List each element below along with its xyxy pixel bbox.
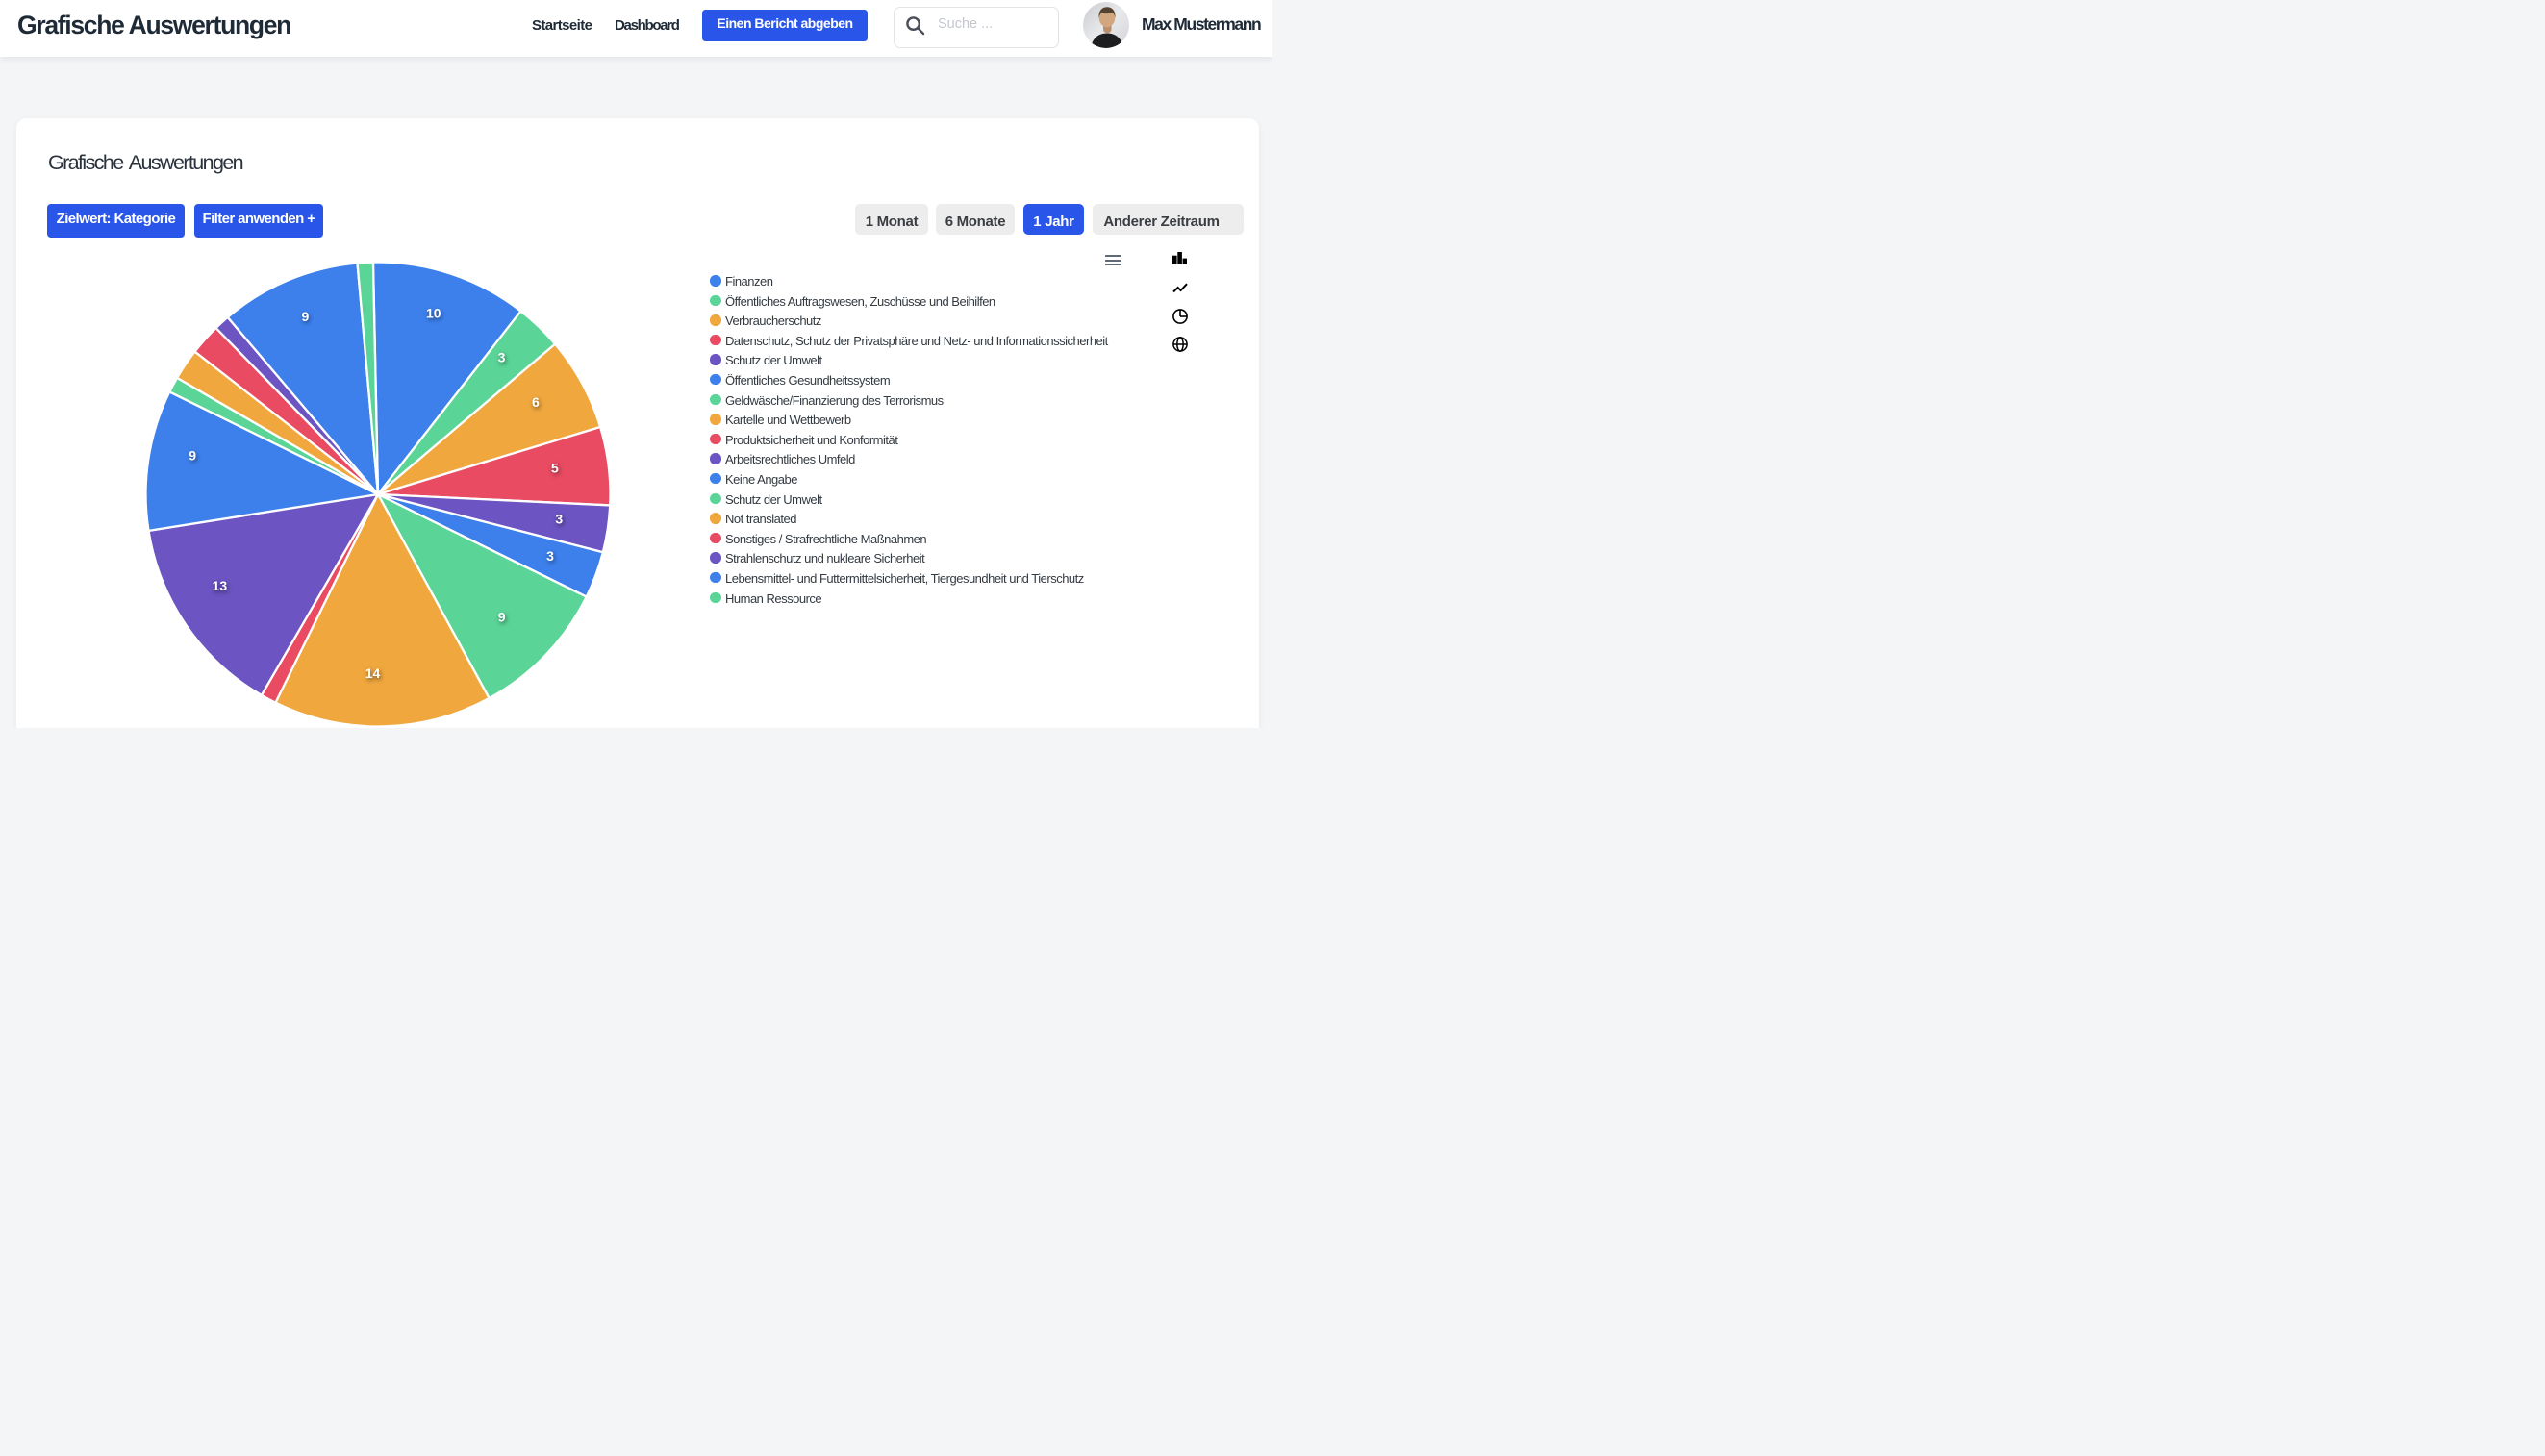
svg-text:3: 3 <box>498 349 506 364</box>
svg-text:3: 3 <box>555 511 563 526</box>
svg-text:9: 9 <box>302 309 310 324</box>
svg-text:14: 14 <box>365 665 381 681</box>
svg-text:13: 13 <box>213 578 228 593</box>
svg-text:9: 9 <box>498 609 506 624</box>
svg-text:6: 6 <box>532 394 540 410</box>
svg-text:10: 10 <box>426 306 441 321</box>
svg-text:5: 5 <box>551 460 559 475</box>
svg-text:3: 3 <box>546 548 554 564</box>
svg-text:9: 9 <box>189 447 196 463</box>
